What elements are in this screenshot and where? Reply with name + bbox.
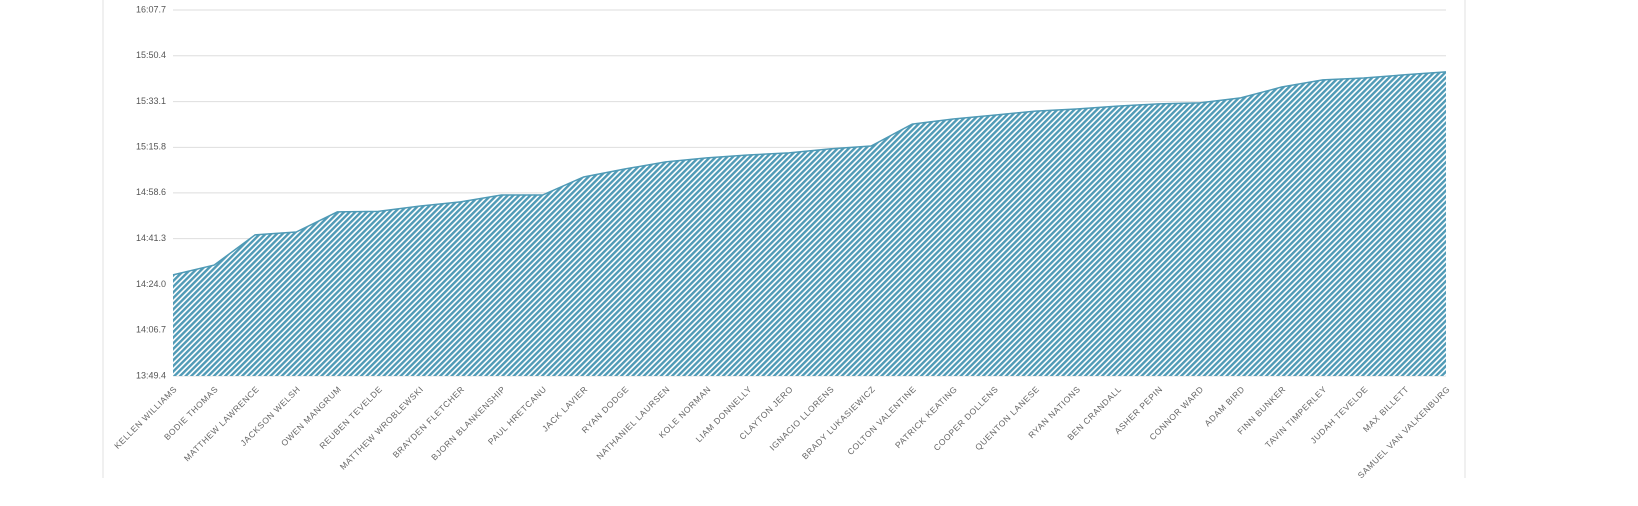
y-tick-label: 14:24.0 bbox=[136, 279, 166, 289]
x-tick-label: Matthew Wroblewski bbox=[338, 384, 426, 472]
y-tick-label: 13:49.4 bbox=[136, 370, 166, 380]
y-tick-label: 16:07.7 bbox=[136, 4, 166, 14]
x-tick-label: Colton Valentine bbox=[845, 384, 918, 457]
area bbox=[173, 71, 1446, 377]
y-tick-label: 14:58.6 bbox=[136, 187, 166, 197]
x-tick-label: Bjorn Blankenship bbox=[429, 384, 507, 462]
x-tick-label: Matthew Lawrence bbox=[182, 384, 261, 463]
x-tick-label: Brayden Fletcher bbox=[391, 384, 467, 460]
y-tick-label: 15:15.8 bbox=[136, 142, 166, 152]
x-tick-label: Nathaniel Laursen bbox=[594, 384, 671, 461]
x-tick-label: Adam Bird bbox=[1202, 384, 1246, 428]
y-tick-label: 14:06.7 bbox=[136, 325, 166, 335]
y-tick-label: 14:41.3 bbox=[136, 233, 166, 243]
area-line bbox=[172, 71, 1447, 276]
x-tick-label: Brady Lukasiewicz bbox=[800, 384, 877, 461]
y-tick-label: 15:50.4 bbox=[136, 50, 166, 60]
y-tick-label: 15:33.1 bbox=[136, 96, 166, 106]
x-tick-label: Samuel Van Valkenburg bbox=[1356, 384, 1452, 480]
